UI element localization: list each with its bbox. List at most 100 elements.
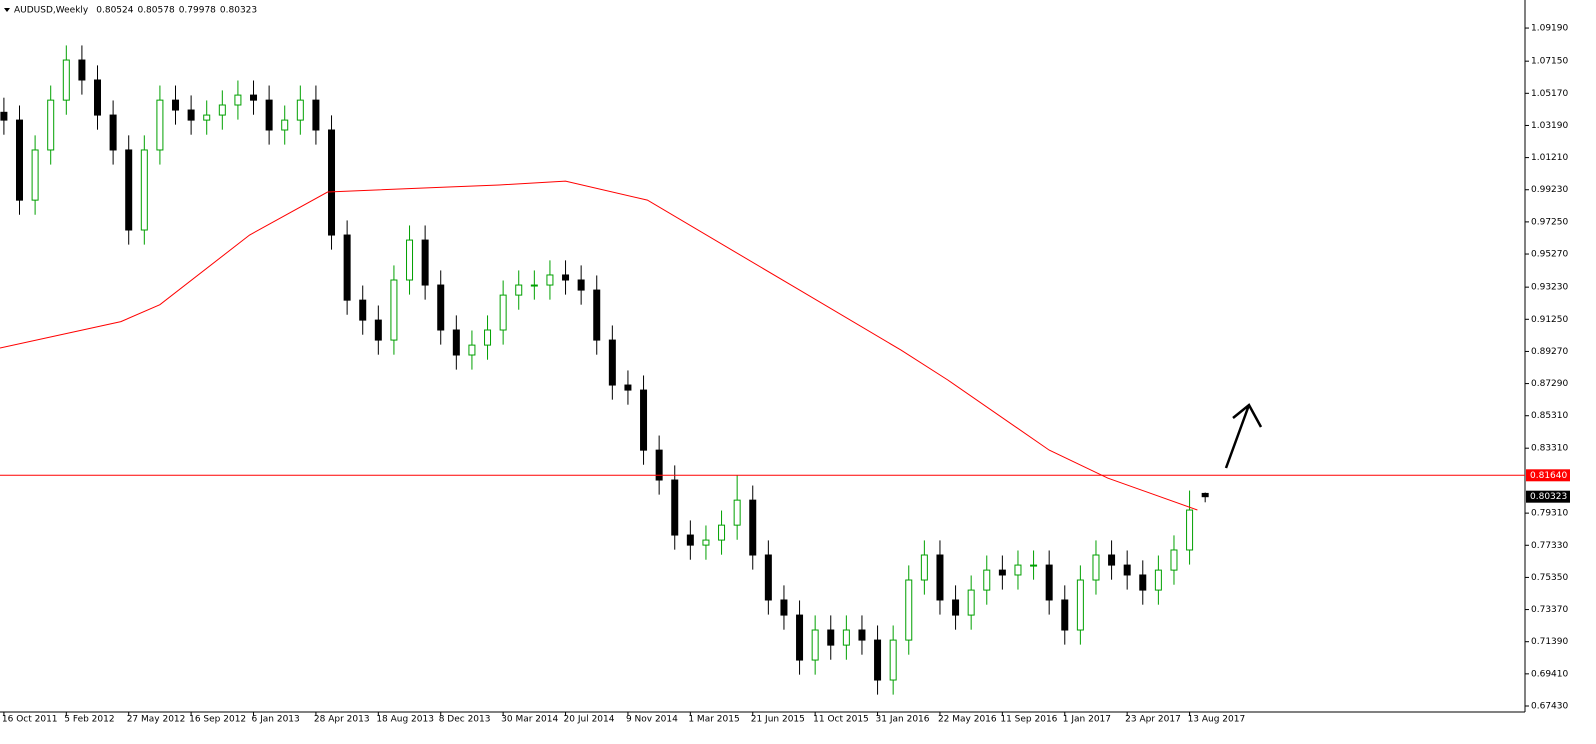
candle-body: [94, 79, 102, 116]
candle-body: [1092, 554, 1100, 581]
candle-body: [374, 319, 382, 341]
candle-body: [702, 539, 710, 546]
price-label-box: [1526, 490, 1570, 503]
candle-body: [905, 579, 913, 641]
y-tick-label: 0.71390: [1531, 637, 1568, 647]
y-tick-label: 0.95270: [1531, 250, 1568, 260]
candle-body: [406, 239, 414, 281]
candle-body: [437, 284, 445, 331]
candle-body: [1201, 492, 1209, 498]
x-tick-label: 31 Jan 2016: [876, 715, 930, 725]
candle-body: [1014, 564, 1022, 576]
candle-body: [1045, 564, 1053, 601]
x-tick-label: 1 Jan 2017: [1063, 715, 1111, 725]
y-tick-label: 0.79310: [1531, 509, 1568, 519]
candle-body: [983, 569, 991, 591]
candle-body: [296, 99, 304, 121]
candle-body: [874, 639, 882, 681]
title-value: 0.80323: [220, 6, 257, 16]
x-tick-label: 11 Sep 2016: [1000, 715, 1057, 725]
candle-body: [156, 99, 164, 151]
x-tick-label: 23 Apr 2017: [1125, 715, 1181, 725]
candle-body: [733, 499, 741, 526]
candle-body: [281, 119, 289, 131]
candle-body: [62, 59, 70, 101]
candle-body: [343, 234, 351, 301]
candle-body: [312, 99, 320, 131]
y-tick-label: 1.07150: [1531, 57, 1568, 67]
y-tick-label: 0.91250: [1531, 315, 1568, 325]
candle-body: [671, 479, 679, 536]
candle-body: [796, 614, 804, 661]
level-label-box: [1526, 469, 1570, 482]
y-tick-label: 1.01210: [1531, 153, 1568, 163]
candle-body: [1061, 599, 1069, 631]
candle-body: [780, 599, 788, 616]
candle-body: [998, 569, 1006, 576]
candle-body: [593, 289, 601, 341]
y-tick-label: 1.09190: [1531, 24, 1568, 34]
candle-body: [577, 279, 585, 291]
y-tick-label: 0.89270: [1531, 347, 1568, 357]
candle-body: [390, 279, 398, 341]
title-value: 0.79978: [179, 6, 216, 16]
candle-body: [640, 389, 648, 451]
candle-body: [624, 384, 632, 391]
x-tick-label: 16 Oct 2011: [2, 715, 58, 725]
candle-body: [562, 274, 570, 281]
candle-body: [78, 59, 86, 81]
chart-title: AUDUSD,Weekly: [14, 6, 89, 16]
candle-body: [515, 284, 523, 296]
y-tick-label: 0.97250: [1531, 217, 1568, 227]
title-value: 0.80578: [137, 6, 174, 16]
x-tick-label: 13 Aug 2017: [1188, 715, 1246, 725]
candle-body: [0, 111, 8, 121]
candle-body: [718, 524, 726, 541]
candle-body: [484, 329, 492, 346]
y-tick-label: 0.67430: [1531, 701, 1568, 711]
x-tick-label: 8 Dec 2013: [439, 715, 491, 725]
candle-body: [1170, 549, 1178, 571]
candle-body: [749, 499, 757, 556]
candle-body: [546, 274, 554, 286]
title-value: 0.80524: [96, 6, 133, 16]
candle-body: [530, 284, 538, 287]
candle-body: [499, 294, 507, 331]
y-tick-label: 0.77330: [1531, 541, 1568, 551]
y-tick-label: 0.69410: [1531, 669, 1568, 679]
candle-body: [608, 339, 616, 386]
candle-body: [140, 149, 148, 231]
x-tick-label: 9 Nov 2014: [626, 715, 678, 725]
candle-body: [811, 629, 819, 661]
candle-body: [250, 94, 258, 101]
candle-body: [468, 344, 476, 356]
candle-body: [1139, 574, 1147, 591]
x-tick-label: 27 May 2012: [127, 715, 186, 725]
candle-body: [1076, 579, 1084, 631]
arrow-annotation: [1224, 403, 1263, 469]
level-label: 0.81640: [1530, 471, 1567, 481]
candle-body: [421, 239, 429, 286]
candle-body: [827, 629, 835, 646]
candle-body: [655, 449, 663, 481]
y-tick-label: 0.87290: [1531, 379, 1568, 389]
y-tick-label: 1.03190: [1531, 121, 1568, 131]
y-tick-label: 0.73370: [1531, 605, 1568, 615]
y-tick-label: 0.99230: [1531, 185, 1568, 195]
x-tick-label: 28 Apr 2013: [314, 715, 370, 725]
candle-body: [842, 629, 850, 646]
candle-body: [125, 149, 133, 231]
x-tick-label: 11 Oct 2015: [813, 715, 869, 725]
candle-body: [1030, 564, 1038, 567]
candle-body: [328, 129, 336, 236]
candle-body: [265, 99, 273, 131]
candle-body: [764, 554, 772, 601]
candle-body: [47, 99, 55, 151]
candle-body: [16, 119, 24, 201]
candle-body: [359, 299, 367, 321]
candle-body: [858, 629, 866, 641]
candle-body: [203, 114, 211, 121]
candle-body: [187, 109, 195, 121]
candle-body: [1108, 554, 1116, 566]
